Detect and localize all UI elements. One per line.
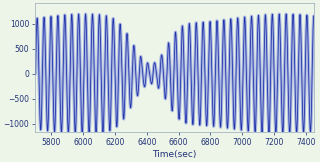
X-axis label: Time(sec): Time(sec) xyxy=(153,150,197,159)
